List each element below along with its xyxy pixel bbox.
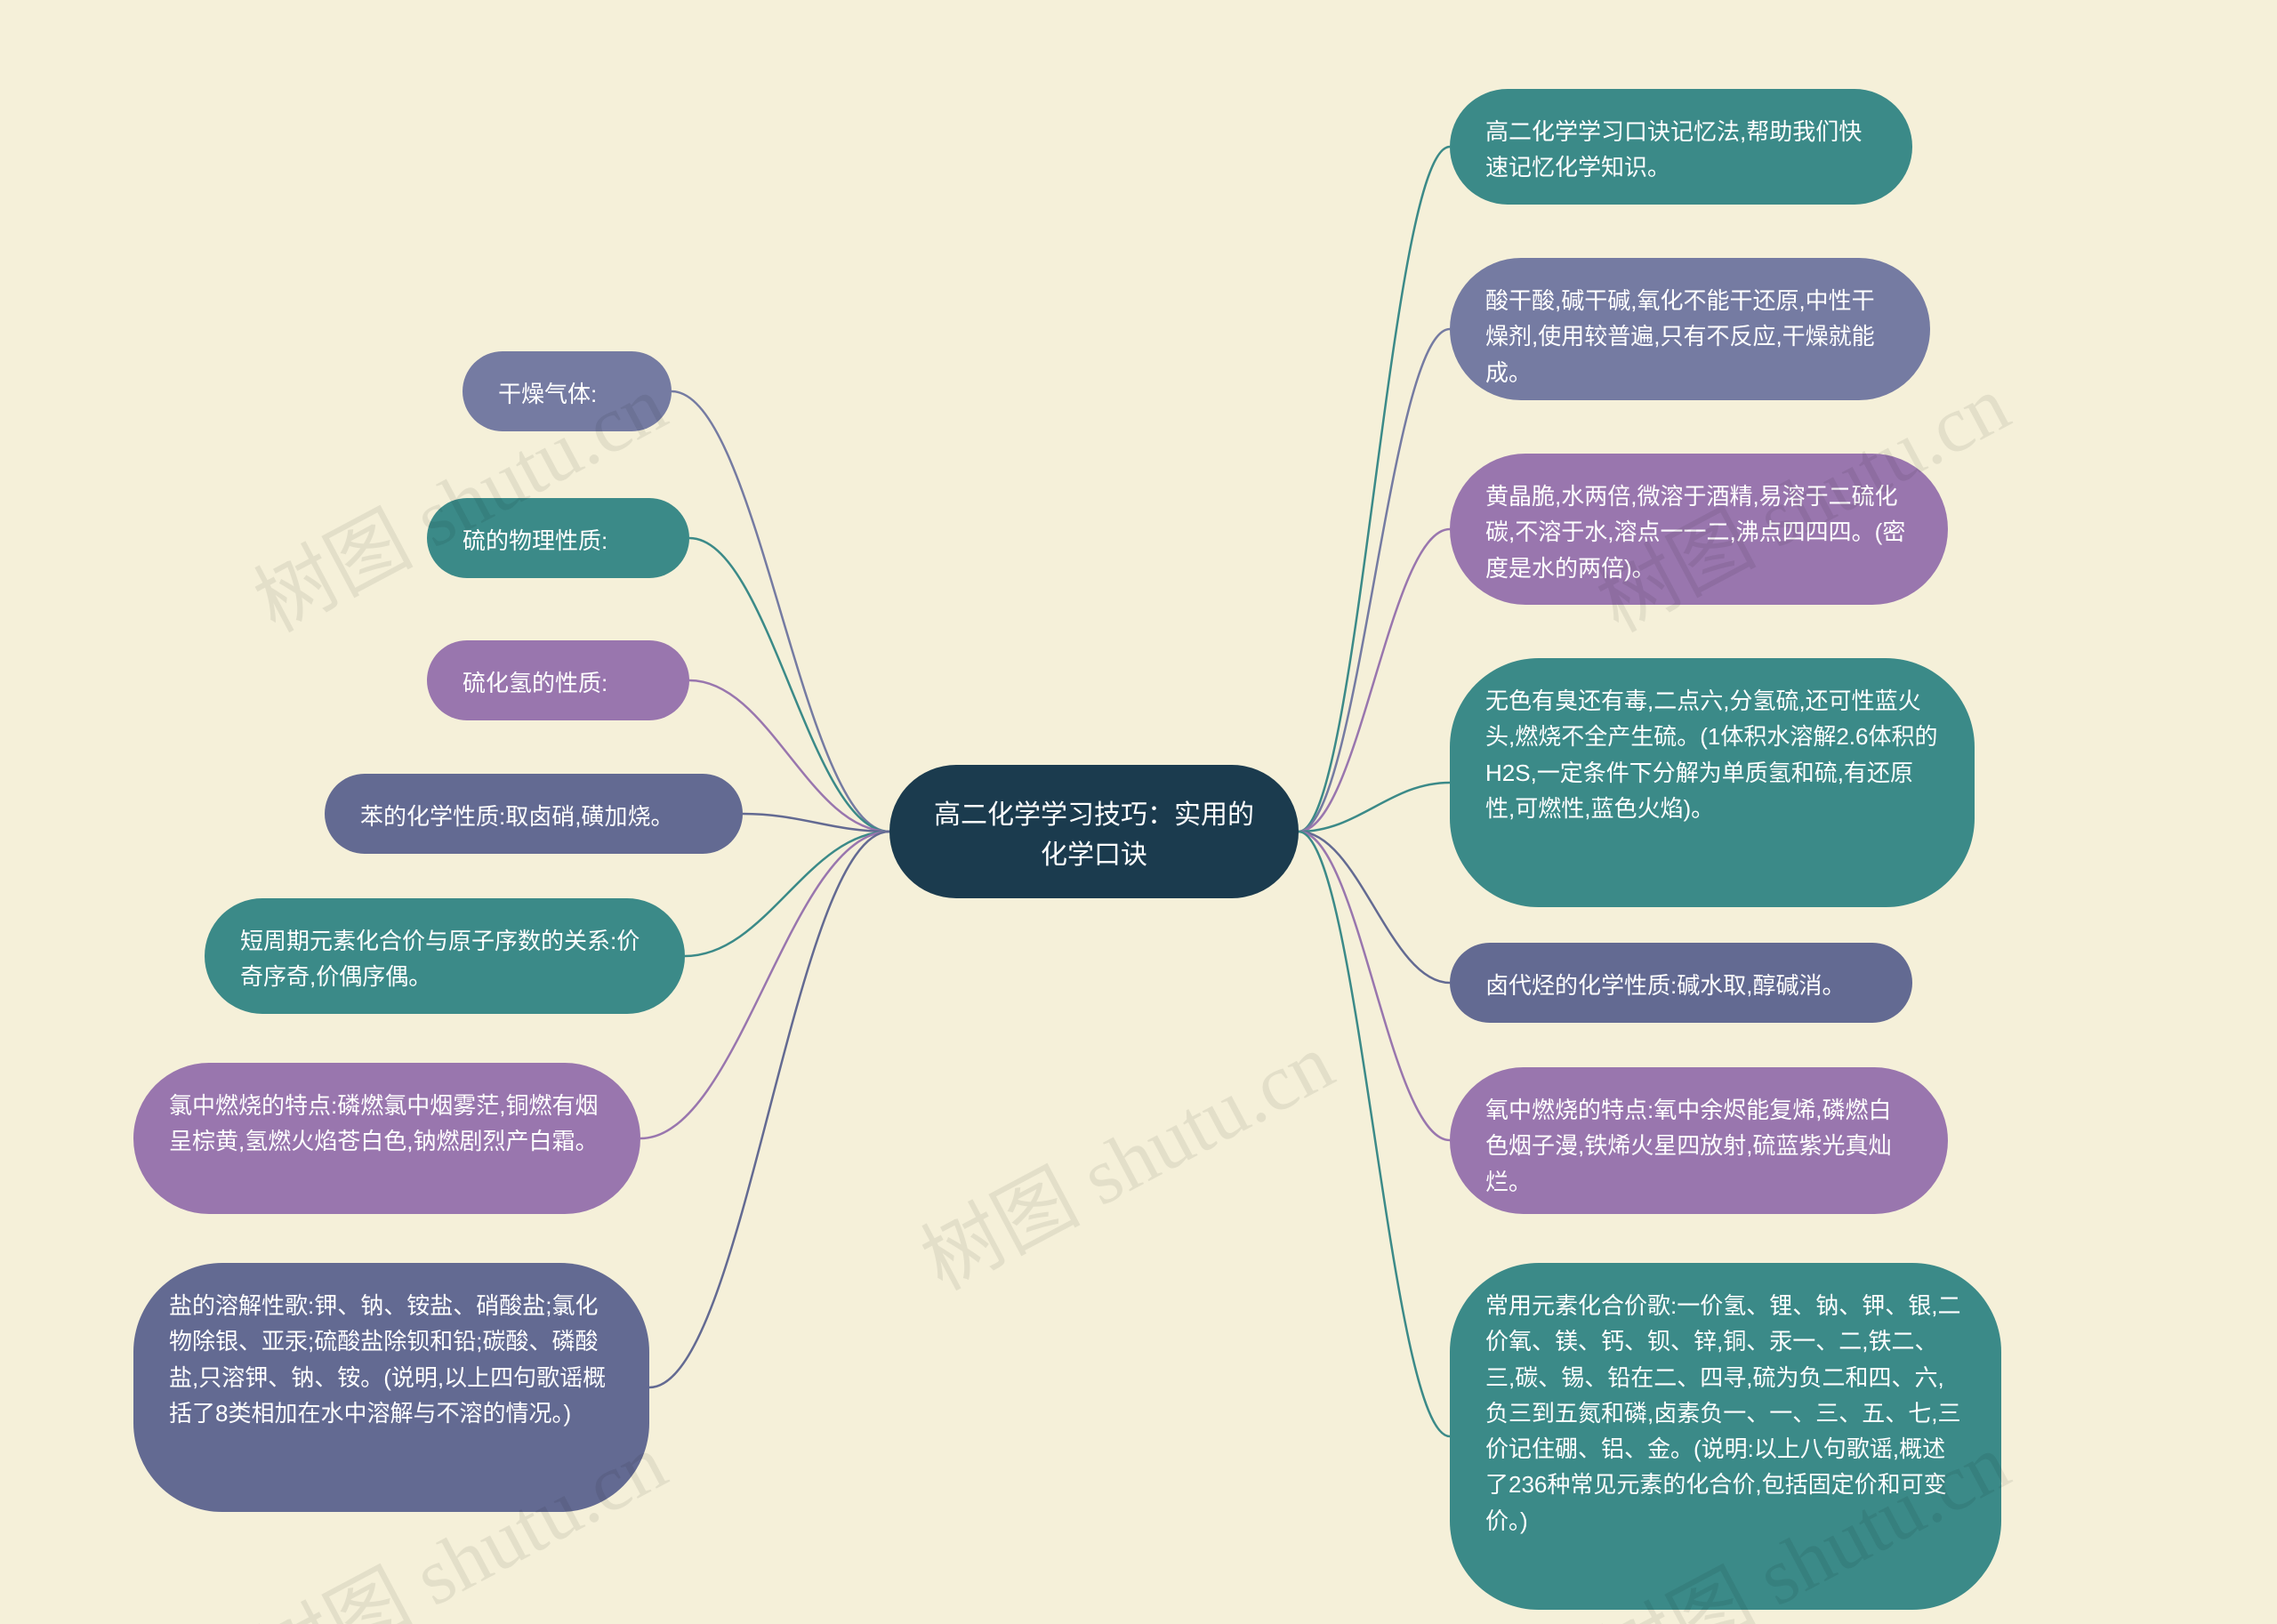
- connector-edge: [1299, 529, 1450, 832]
- branch-node: 无色有臭还有毒,二点六,分氢硫,还可性蓝火头,燃烧不全产生硫。(1体积水溶解2.…: [1450, 658, 1975, 907]
- branch-label: 无色有臭还有毒,二点六,分氢硫,还可性蓝火头,燃烧不全产生硫。(1体积水溶解2.…: [1485, 687, 1938, 822]
- branch-label: 干燥气体:: [498, 381, 597, 407]
- branch-node: 黄晶脆,水两倍,微溶于酒精,易溶于二硫化碳,不溶于水,溶点一一二,沸点四四四。(…: [1450, 454, 1948, 605]
- connector-edge: [1299, 832, 1450, 1140]
- branch-node: 硫化氢的性质:: [427, 640, 689, 720]
- branch-node: 高二化学学习口诀记忆法,帮助我们快速记忆化学知识。: [1450, 89, 1912, 205]
- branch-node: 短周期元素化合价与原子序数的关系:价奇序奇,价偶序偶。: [205, 898, 685, 1014]
- branch-node: 氧中燃烧的特点:氧中余烬能复烯,磷燃白色烟子漫,铁烯火星四放射,硫蓝紫光真灿烂。: [1450, 1067, 1948, 1214]
- connector-edge: [640, 832, 889, 1138]
- branch-label: 硫的物理性质:: [463, 527, 607, 554]
- branch-label: 氯中燃烧的特点:磷燃氯中烟雾茫,铜燃有烟呈棕黄,氢燃火焰苍白色,钠燃剧烈产白霜。: [169, 1092, 598, 1154]
- connector-edge: [649, 832, 889, 1387]
- branch-node: 干燥气体:: [463, 351, 672, 431]
- branch-node: 盐的溶解性歌:钾、钠、铵盐、硝酸盐;氯化物除银、亚汞;硫酸盐除钡和铅;碳酸、磷酸…: [133, 1263, 649, 1512]
- branch-node: 常用元素化合价歌:一价氢、锂、钠、钾、银,二价氧、镁、钙、钡、锌,铜、汞一、二,…: [1450, 1263, 2001, 1610]
- connector-edge: [743, 814, 889, 832]
- connector-edge: [1299, 329, 1450, 832]
- branch-node: 卤代烃的化学性质:碱水取,醇碱消。: [1450, 943, 1912, 1023]
- connector-edge: [1299, 147, 1450, 832]
- connector-edge: [1299, 783, 1450, 832]
- branch-node: 氯中燃烧的特点:磷燃氯中烟雾茫,铜燃有烟呈棕黄,氢燃火焰苍白色,钠燃剧烈产白霜。: [133, 1063, 640, 1214]
- branch-label: 盐的溶解性歌:钾、钠、铵盐、硝酸盐;氯化物除银、亚汞;硫酸盐除钡和铅;碳酸、磷酸…: [169, 1292, 606, 1427]
- branch-node: 苯的化学性质:取卤硝,磺加烧。: [325, 774, 743, 854]
- center-label: 高二化学学习技巧：实用的化学口诀: [934, 800, 1254, 870]
- branch-label: 短周期元素化合价与原子序数的关系:价奇序奇,价偶序偶。: [240, 928, 640, 990]
- center-node: 高二化学学习技巧：实用的化学口诀: [889, 765, 1299, 898]
- connector-edge: [672, 391, 889, 832]
- branch-node: 酸干酸,碱干碱,氧化不能干还原,中性干燥剂,使用较普遍,只有不反应,干燥就能成。: [1450, 258, 1930, 400]
- branch-node: 硫的物理性质:: [427, 498, 689, 578]
- branch-label: 苯的化学性质:取卤硝,磺加烧。: [360, 803, 673, 830]
- branch-label: 氧中燃烧的特点:氧中余烬能复烯,磷燃白色烟子漫,铁烯火星四放射,硫蓝紫光真灿烂。: [1485, 1097, 1891, 1195]
- branch-label: 高二化学学习口诀记忆法,帮助我们快速记忆化学知识。: [1485, 118, 1862, 181]
- branch-label: 常用元素化合价歌:一价氢、锂、钠、钾、银,二价氧、镁、钙、钡、锌,铜、汞一、二,…: [1485, 1292, 1960, 1534]
- watermark: 树图 shutu.cn: [898, 999, 1349, 1312]
- connector-edge: [1299, 832, 1450, 983]
- branch-label: 卤代烃的化学性质:碱水取,醇碱消。: [1485, 972, 1845, 999]
- connector-edge: [1299, 832, 1450, 1436]
- branch-label: 黄晶脆,水两倍,微溶于酒精,易溶于二硫化碳,不溶于水,溶点一一二,沸点四四四。(…: [1485, 483, 1905, 582]
- branch-label: 酸干酸,碱干碱,氧化不能干还原,中性干燥剂,使用较普遍,只有不反应,干燥就能成。: [1485, 287, 1875, 386]
- branch-label: 硫化氢的性质:: [463, 670, 607, 696]
